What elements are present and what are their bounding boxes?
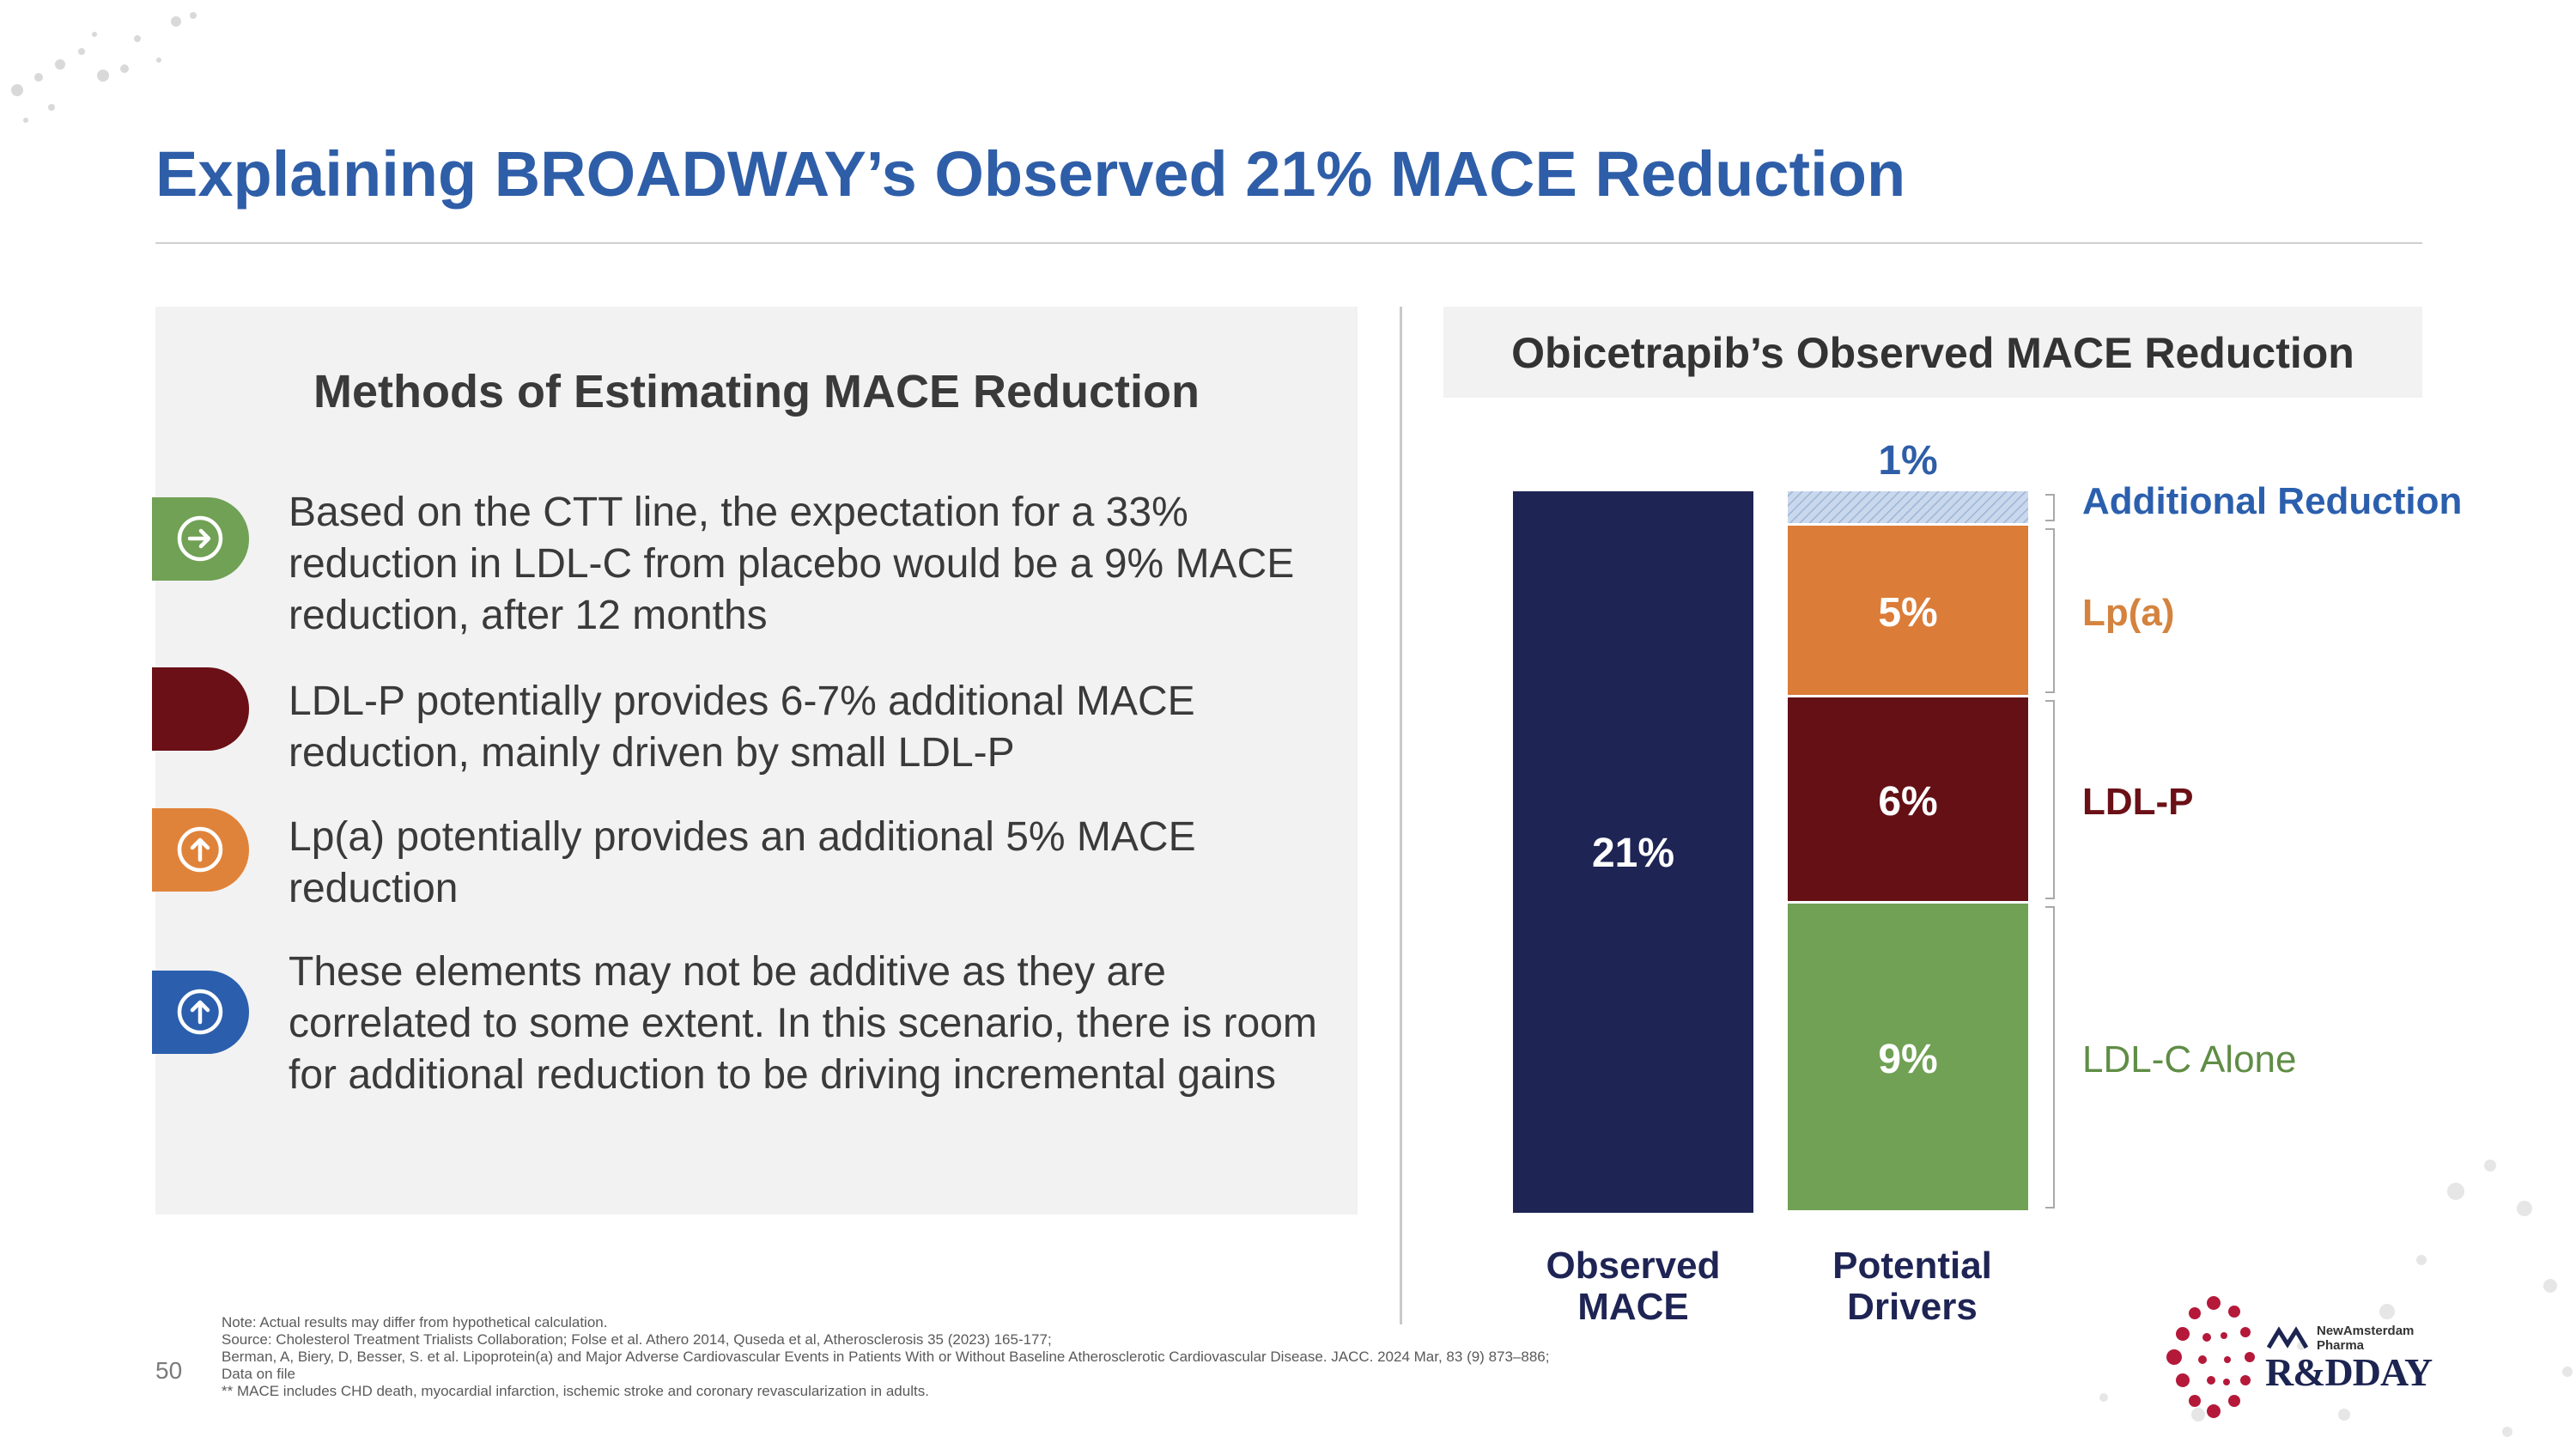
- method-tab-ldlp: [152, 667, 249, 751]
- method-text-additive: These elements may not be additive as th…: [289, 949, 1317, 1098]
- logo-event-name: R&DDAY: [2265, 1350, 2433, 1394]
- method-text-ctt: Based on the CTT line, the expectation f…: [289, 490, 1295, 638]
- chart-title: Obicetrapib’s Observed MACE Reduction: [1511, 329, 2354, 377]
- footnote-line: Source: Cholesterol Treatment Trialists …: [222, 1331, 1052, 1348]
- bar-ldl-p: [1788, 697, 2028, 901]
- bracket-additional-reduction: [2045, 494, 2055, 521]
- decorative-dots-bottom-right: [2099, 1160, 2573, 1437]
- bar-ldl-c-alone: [1788, 904, 2028, 1210]
- footnote-line: Berman, A, Biery, D, Besser, S. et al. L…: [222, 1349, 1550, 1365]
- bracket-ldl-c-alone: [2045, 906, 2055, 1209]
- footnotes: Note: Actual results may differ from hyp…: [222, 1314, 1549, 1400]
- bar-additional-reduction: [1788, 491, 2028, 523]
- methods-heading: Methods of Estimating MACE Reduction: [313, 366, 1200, 417]
- data-label-additional-reduction: 1%: [1878, 438, 1937, 484]
- method-text-ldlp: LDL-P potentially provides 6-7% addition…: [289, 679, 1195, 776]
- category-label-observed-mace: MACE: [1577, 1286, 1689, 1328]
- category-label-observed-mace: Observed: [1546, 1245, 1721, 1287]
- page-title: Explaining BROADWAY’s Observed 21% MACE …: [155, 138, 1906, 210]
- legend-lp-a: Lp(a): [2082, 592, 2175, 634]
- method-tab-additive: [152, 971, 249, 1054]
- method-tab-ctt: [152, 497, 249, 581]
- bracket-lp-a: [2045, 528, 2055, 693]
- footnote-line: Data on file: [222, 1366, 295, 1382]
- method-tab-lpa: [152, 808, 249, 892]
- methods-panel: Methods of Estimating MACE Reduction Bas…: [152, 307, 1358, 1215]
- category-label-potential-drivers: Drivers: [1847, 1286, 1978, 1328]
- company-logo: NewAmsterdam Pharma R&DDAY: [2164, 1293, 2433, 1422]
- footnote-line: ** MACE includes CHD death, myocardial i…: [222, 1383, 929, 1399]
- bracket-ldl-p: [2045, 700, 2055, 899]
- logo-company-name: NewAmsterdam Pharma: [2317, 1324, 2415, 1353]
- decorative-dots-top-left: [11, 12, 197, 123]
- data-label-ldl-p: 6%: [1878, 779, 1937, 825]
- data-label-ldl-c-alone: 9%: [1878, 1037, 1937, 1082]
- arrow-up-circle-icon: [177, 989, 223, 1035]
- arrow-right-circle-icon: [177, 515, 223, 562]
- vertical-divider: [1400, 307, 1402, 1324]
- legend-additional-reduction: Additional Reduction: [2082, 480, 2462, 522]
- legend-ldl-p: LDL-P: [2082, 781, 2194, 823]
- arrow-up-circle-icon: [177, 826, 223, 873]
- bar-observed-mace: [1513, 491, 1753, 1213]
- footnote-line: Note: Actual results may differ from hyp…: [222, 1314, 608, 1330]
- method-text-lpa: Lp(a) potentially provides an additional…: [289, 814, 1196, 911]
- bar-lp-a: [1788, 526, 2028, 695]
- logo-mark-icon: [2267, 1326, 2309, 1349]
- category-label-potential-drivers: Potential: [1832, 1245, 1992, 1287]
- data-label-observed-mace: 21%: [1592, 831, 1674, 876]
- title-divider: [155, 242, 2422, 244]
- data-label-lp-a: 5%: [1878, 590, 1937, 636]
- legend-ldl-c-alone: LDL-C Alone: [2082, 1038, 2296, 1081]
- page-number: 50: [155, 1357, 183, 1384]
- chart-header: Obicetrapib’s Observed MACE Reduction: [1443, 307, 2422, 398]
- logo-dots-icon: [2166, 1296, 2255, 1418]
